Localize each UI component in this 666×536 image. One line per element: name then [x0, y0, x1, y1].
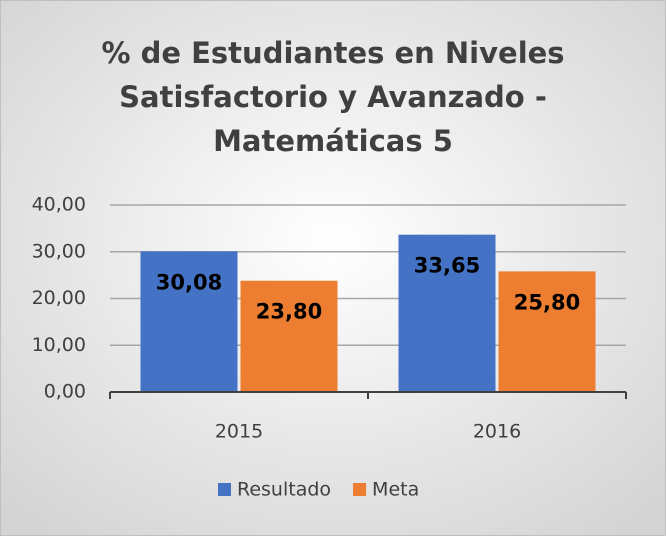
bar [498, 271, 596, 392]
chart-title: Satisfactorio y Avanzado - [119, 80, 547, 114]
data-label: 33,65 [414, 254, 480, 278]
y-tick-label: 20,00 [32, 287, 86, 309]
bar [240, 280, 338, 392]
x-tick-label: 2016 [473, 421, 521, 443]
legend-label: Resultado [237, 479, 331, 501]
y-tick-label: 30,00 [32, 240, 86, 262]
chart-title: Matemáticas 5 [213, 124, 453, 158]
y-tick-label: 10,00 [32, 334, 86, 356]
y-tick-label: 0,00 [44, 381, 86, 403]
legend-swatch [218, 483, 231, 496]
legend-swatch [353, 483, 367, 496]
data-label: 25,80 [514, 290, 580, 314]
chart-title: % de Estudiantes en Niveles [101, 36, 564, 70]
bar [140, 251, 238, 392]
x-tick-label: 2015 [215, 421, 263, 443]
bar [398, 234, 496, 392]
data-label: 23,80 [256, 300, 322, 324]
data-label: 30,08 [156, 270, 222, 294]
legend-label: Meta [372, 479, 419, 501]
y-tick-label: 40,00 [32, 194, 86, 216]
